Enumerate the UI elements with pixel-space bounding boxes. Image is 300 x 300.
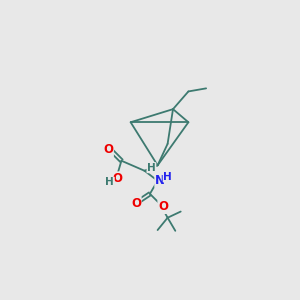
Text: O: O (131, 196, 141, 210)
Text: H: H (106, 177, 114, 187)
Text: H: H (163, 172, 172, 182)
Text: O: O (103, 143, 113, 157)
Text: N: N (155, 174, 165, 187)
Text: O: O (158, 200, 168, 213)
Text: H: H (147, 163, 156, 173)
Text: O: O (112, 172, 123, 185)
